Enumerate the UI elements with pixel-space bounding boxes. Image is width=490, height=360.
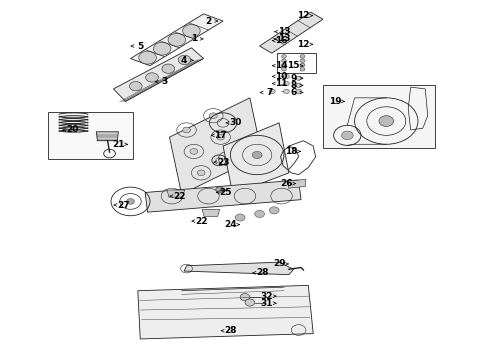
Circle shape [183, 24, 200, 37]
Text: 28: 28 [224, 326, 237, 335]
Text: 32: 32 [261, 292, 273, 301]
Text: 1: 1 [191, 35, 197, 44]
Text: 30: 30 [229, 118, 242, 127]
Circle shape [300, 59, 305, 63]
Circle shape [300, 63, 305, 67]
Circle shape [224, 156, 232, 161]
Polygon shape [223, 123, 289, 194]
Circle shape [255, 210, 265, 217]
Text: 8: 8 [291, 81, 297, 90]
Circle shape [270, 207, 279, 214]
Text: 27: 27 [117, 201, 129, 210]
Text: 13: 13 [278, 35, 290, 44]
Bar [323, 85, 435, 148]
Polygon shape [184, 262, 294, 275]
Text: 22: 22 [195, 217, 207, 226]
Text: 31: 31 [261, 299, 273, 308]
Text: 21: 21 [112, 140, 124, 149]
Polygon shape [130, 14, 223, 66]
Text: 26: 26 [280, 179, 293, 188]
Circle shape [183, 127, 191, 133]
Text: 24: 24 [224, 220, 237, 229]
Circle shape [284, 74, 289, 78]
Text: 15: 15 [288, 61, 300, 70]
Text: 2: 2 [205, 17, 212, 26]
Polygon shape [167, 190, 185, 197]
Text: 12: 12 [297, 40, 310, 49]
Polygon shape [114, 48, 203, 102]
Text: 23: 23 [217, 158, 229, 167]
Circle shape [126, 199, 134, 204]
Bar [48, 112, 133, 158]
Text: 7: 7 [266, 88, 272, 97]
Circle shape [153, 42, 171, 55]
Polygon shape [202, 209, 220, 216]
Text: 20: 20 [66, 126, 78, 135]
Text: 13: 13 [278, 27, 290, 36]
Circle shape [282, 63, 287, 67]
Text: 14: 14 [275, 61, 288, 70]
Circle shape [245, 299, 255, 306]
Circle shape [240, 294, 250, 301]
Polygon shape [260, 12, 323, 53]
Text: 22: 22 [173, 192, 186, 201]
Text: 6: 6 [291, 88, 297, 97]
Circle shape [168, 33, 186, 46]
Text: 29: 29 [273, 260, 285, 269]
Circle shape [216, 187, 223, 193]
Text: 3: 3 [162, 77, 168, 86]
Circle shape [178, 55, 191, 64]
Circle shape [252, 152, 262, 158]
Text: 25: 25 [219, 188, 232, 197]
Text: 16: 16 [275, 36, 288, 45]
Polygon shape [138, 285, 313, 339]
Circle shape [190, 149, 198, 154]
Text: 12: 12 [297, 11, 310, 20]
Circle shape [295, 89, 301, 94]
Polygon shape [170, 98, 262, 194]
Text: 10: 10 [275, 72, 288, 81]
Text: 17: 17 [214, 131, 227, 140]
Text: 28: 28 [256, 268, 269, 277]
Circle shape [209, 113, 217, 118]
Circle shape [342, 131, 353, 140]
Polygon shape [288, 179, 306, 188]
Circle shape [282, 55, 287, 58]
Circle shape [129, 81, 142, 91]
Circle shape [197, 170, 205, 176]
Text: 18: 18 [285, 147, 297, 156]
Circle shape [284, 81, 289, 86]
Polygon shape [145, 180, 301, 212]
Text: 5: 5 [137, 41, 144, 50]
Circle shape [217, 134, 224, 140]
Circle shape [282, 67, 287, 71]
Text: 11: 11 [275, 79, 288, 88]
Circle shape [379, 116, 393, 126]
Text: 19: 19 [329, 97, 342, 106]
Circle shape [295, 83, 301, 87]
Circle shape [300, 55, 305, 58]
Circle shape [162, 64, 174, 73]
Circle shape [146, 73, 158, 82]
Circle shape [282, 59, 287, 63]
Polygon shape [97, 132, 118, 141]
Circle shape [139, 51, 156, 64]
Circle shape [270, 89, 275, 94]
Circle shape [284, 89, 289, 94]
Circle shape [300, 67, 305, 71]
Text: 4: 4 [181, 56, 187, 65]
Circle shape [295, 76, 301, 80]
Circle shape [235, 214, 245, 221]
Text: 9: 9 [291, 74, 297, 83]
